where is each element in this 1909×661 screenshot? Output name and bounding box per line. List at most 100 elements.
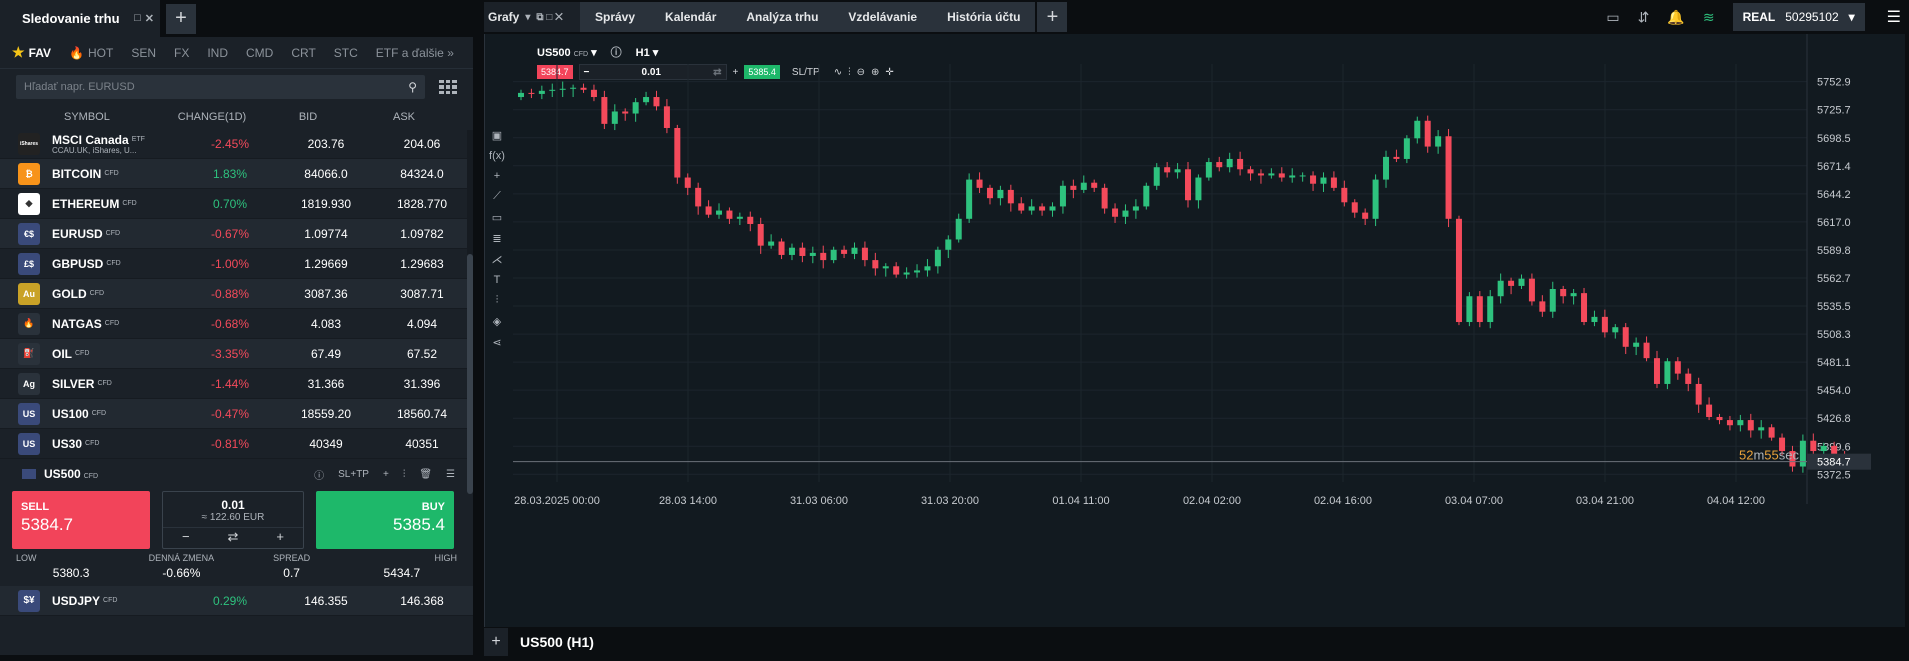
tab-vzdelavanie[interactable]: Vzdelávanie <box>833 2 933 32</box>
swap-icon[interactable]: ⇄ <box>227 529 239 544</box>
list-item[interactable]: US US30 CFD -0.81% 40349 40351 <box>0 429 473 459</box>
category-tab[interactable]: SEN <box>131 45 156 60</box>
chart-volume-value[interactable]: 0.01 <box>641 66 661 78</box>
category-tab[interactable]: IND <box>207 45 229 60</box>
list-item[interactable]: ◆ ETHEREUM CFD 0.70% 1819.930 1828.770 <box>0 189 473 219</box>
line-chart-icon[interactable]: ∿ <box>833 66 843 78</box>
col-change[interactable]: CHANGE(1D) <box>177 111 247 123</box>
tab-analyza[interactable]: Analýza trhu <box>731 2 834 32</box>
search-icon[interactable]: ⚲ <box>408 80 417 94</box>
volume-value[interactable]: 0.01 <box>221 498 245 512</box>
list-item[interactable]: €$ EURUSD CFD -0.67% 1.09774 1.09782 <box>0 219 473 249</box>
category-tab[interactable]: STC <box>333 45 358 60</box>
menu-icon[interactable]: ☰ <box>1886 9 1901 26</box>
buy-button[interactable]: BUY 5385.4 <box>316 491 454 549</box>
col-bid[interactable]: BID <box>298 111 318 123</box>
account-selector[interactable]: REAL 50295102 ▾ <box>1732 3 1865 31</box>
fan-icon[interactable]: ⋌ <box>491 254 503 266</box>
category-tab[interactable]: FX <box>174 45 190 60</box>
candlestick-chart[interactable]: 5752.9 5725.7 5698.5 5671.4 5644.2 5617.0 5589… <box>485 34 1906 627</box>
grid-view-icon[interactable] <box>439 80 457 94</box>
sltp-button[interactable]: SL+TP <box>338 468 369 480</box>
maximize-icon[interactable]: □ <box>134 12 141 24</box>
candle-body <box>726 210 733 219</box>
chevron-down-icon[interactable]: ▾ <box>525 11 531 23</box>
chart-volume-input[interactable]: − 0.01 ⇄ <box>578 64 727 80</box>
chart-icon[interactable]: ⫶ <box>402 468 406 480</box>
list-item[interactable]: Au GOLD CFD -0.88% 3087.36 3087.71 <box>0 279 473 309</box>
chevron-down-icon[interactable]: ▾ <box>1848 10 1855 24</box>
category-tab[interactable]: ETF a ďalšie » <box>375 45 454 60</box>
x-tick-label: 03.04 07:00 <box>1445 495 1503 507</box>
fib-icon[interactable]: ≣ <box>492 233 502 245</box>
minus-button[interactable]: − <box>181 529 190 544</box>
bell-icon[interactable]: 🔔 <box>1667 8 1685 25</box>
add-tab-button[interactable]: + <box>1037 2 1068 32</box>
list-item[interactable]: iShares MSCI Canada ETF CCAU.UK, iShares, U… <box>0 129 473 159</box>
candle-body <box>538 90 545 94</box>
tab-grafy[interactable]: Grafy ▾ ⧉ □ ✕ <box>484 2 580 32</box>
category-tab[interactable]: CMD <box>246 45 274 60</box>
text-icon[interactable]: T <box>493 274 501 286</box>
chevron-right-icon[interactable]: » <box>443 45 454 60</box>
candle-icon[interactable]: ⫶ <box>848 66 851 78</box>
add-chart-button[interactable]: + <box>484 628 508 656</box>
rectangle-icon[interactable]: ▭ <box>491 212 503 224</box>
chart-buy-pill[interactable]: 5385.4 <box>744 65 780 79</box>
plus-icon[interactable]: + <box>382 468 389 480</box>
list-item[interactable]: £$ GBPUSD CFD -1.00% 1.29669 1.29683 <box>0 249 473 279</box>
candle-body <box>1070 185 1077 190</box>
chart-area[interactable]: US500 CFD ▾ ⓘ H1 ▾ 5384.7 − 0.01 ⇄ + 5385.… <box>484 34 1905 627</box>
layers-icon[interactable]: ◈ <box>492 316 502 328</box>
function-icon[interactable]: f(x) <box>489 150 505 162</box>
close-icon[interactable]: ✕ <box>144 13 154 25</box>
category-tab[interactable]: ★ FAV <box>12 44 52 60</box>
zoom-in-icon[interactable]: ⊕ <box>870 66 880 78</box>
search-input[interactable]: Hľadať napr. EURUSD ⚲ <box>16 75 425 99</box>
volume-stepper[interactable]: 0.01 ≈ 122.60 EUR − ⇄ + <box>162 491 304 549</box>
category-tab[interactable]: CRT <box>291 45 316 60</box>
list-item[interactable]: 🔥 NATGAS CFD -0.68% 4.083 4.094 <box>0 309 473 339</box>
expanded-symbol-row[interactable]: US500 CFD ⓘ SL+TP + ⫶ 🗑 ☰ <box>0 459 473 489</box>
plus-button[interactable]: + <box>276 529 285 544</box>
cursor-icon[interactable]: ▣ <box>491 130 503 142</box>
chart-sltp-button[interactable]: SL/TP <box>791 66 820 78</box>
list-item[interactable]: ₿ BITCOIN CFD 1.83% 84066.0 84324.0 <box>0 159 473 189</box>
list-item[interactable]: $¥ USDJPY CFD 0.29% 146.355 146.368 <box>0 586 473 616</box>
window-controls-icon[interactable]: ⧉ □ ✕ <box>536 11 563 23</box>
sell-button[interactable]: SELL 5384.7 <box>12 491 150 549</box>
chart-symbol[interactable]: US500 CFD ▾ <box>537 46 597 59</box>
line-tool-icon[interactable]: ⟋ <box>493 190 501 202</box>
info-icon[interactable]: ⓘ <box>610 47 622 59</box>
tab-spravy[interactable]: Správy <box>580 2 651 32</box>
swap-icon[interactable]: ⇄ <box>713 66 722 78</box>
symbol-change: -0.67% <box>210 226 250 241</box>
list-item[interactable]: US US100 CFD -0.47% 18559.20 18560.74 <box>0 399 473 429</box>
trash-icon[interactable]: 🗑 <box>419 468 433 480</box>
tab-historia[interactable]: História účtu <box>932 2 1036 32</box>
tab-kalendar[interactable]: Kalendár <box>650 2 732 32</box>
plus-icon[interactable]: + <box>493 170 501 182</box>
share-icon[interactable]: ⋖ <box>492 337 502 349</box>
col-symbol[interactable]: SYMBOL <box>64 111 110 123</box>
y-tick-label: 5535.5 <box>1817 301 1851 313</box>
list-item[interactable]: Ag SILVER CFD -1.44% 31.366 31.396 <box>0 369 473 399</box>
symbol-icon: ⛽ <box>18 342 40 365</box>
minus-button[interactable]: − <box>583 66 590 78</box>
timeframe-select[interactable]: H1 ▾ <box>635 46 659 59</box>
list-icon[interactable]: ☰ <box>446 468 455 480</box>
indicator-icon[interactable]: ⫶ <box>495 294 499 306</box>
add-tab-button[interactable]: + <box>166 3 196 34</box>
plus-button[interactable]: + <box>732 66 739 78</box>
list-scrollbar[interactable] <box>467 130 473 494</box>
layout-icon[interactable]: ▭ <box>1606 8 1620 25</box>
connection-icon[interactable]: ⇵ <box>1637 8 1650 25</box>
category-tab[interactable]: 🔥 HOT <box>69 45 114 60</box>
zoom-out-icon[interactable]: ⊖ <box>856 66 865 78</box>
info-icon[interactable]: ⓘ <box>314 470 325 482</box>
chart-sell-pill[interactable]: 5384.7 <box>537 65 573 79</box>
col-ask[interactable]: ASK <box>392 111 415 123</box>
market-watch-tab[interactable]: Sledovanie trhu □ ✕ <box>0 0 160 37</box>
crosshair-icon[interactable]: ✛ <box>885 66 894 78</box>
list-item[interactable]: ⛽ OIL CFD -3.35% 67.49 67.52 <box>0 339 473 369</box>
